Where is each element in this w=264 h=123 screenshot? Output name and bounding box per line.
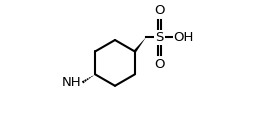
Text: O: O	[154, 58, 165, 71]
Text: OH: OH	[173, 31, 194, 44]
Text: S: S	[155, 31, 164, 44]
Text: NH: NH	[62, 76, 82, 89]
Text: O: O	[154, 4, 165, 17]
Polygon shape	[134, 37, 146, 52]
